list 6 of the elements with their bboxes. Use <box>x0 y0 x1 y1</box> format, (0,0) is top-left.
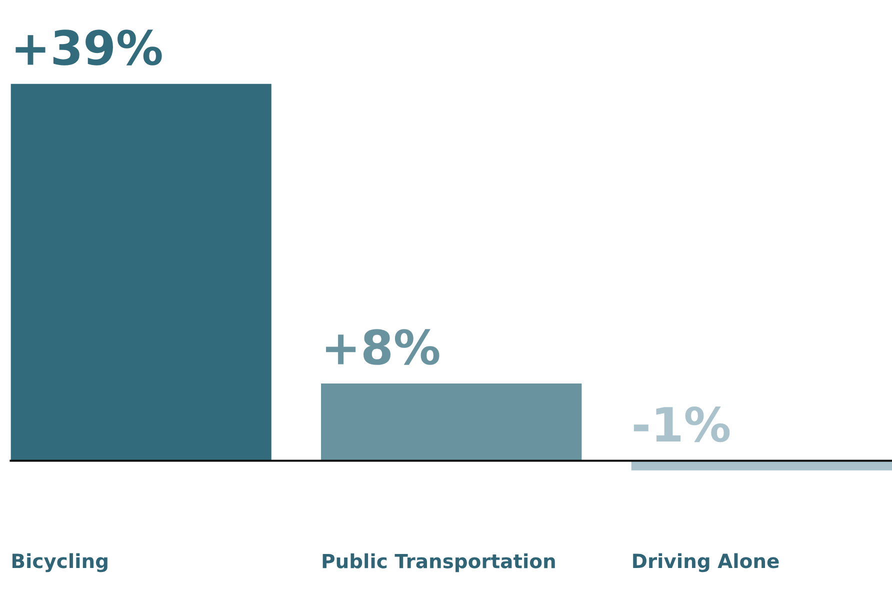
x-tick-label: Public Transportation <box>322 553 555 572</box>
data-label: +39% <box>16 30 162 66</box>
x-tick-label: Driving Alone <box>633 553 779 572</box>
data-label: -1% <box>634 406 730 442</box>
x-tick-label: Bicycling <box>12 553 108 572</box>
data-label: +8% <box>326 329 440 365</box>
